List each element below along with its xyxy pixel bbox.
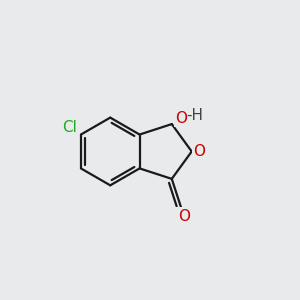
Text: Cl: Cl [62,120,77,135]
Text: -H: -H [186,108,203,123]
Text: O: O [178,209,190,224]
Text: O: O [193,144,205,159]
Text: O: O [176,111,188,126]
